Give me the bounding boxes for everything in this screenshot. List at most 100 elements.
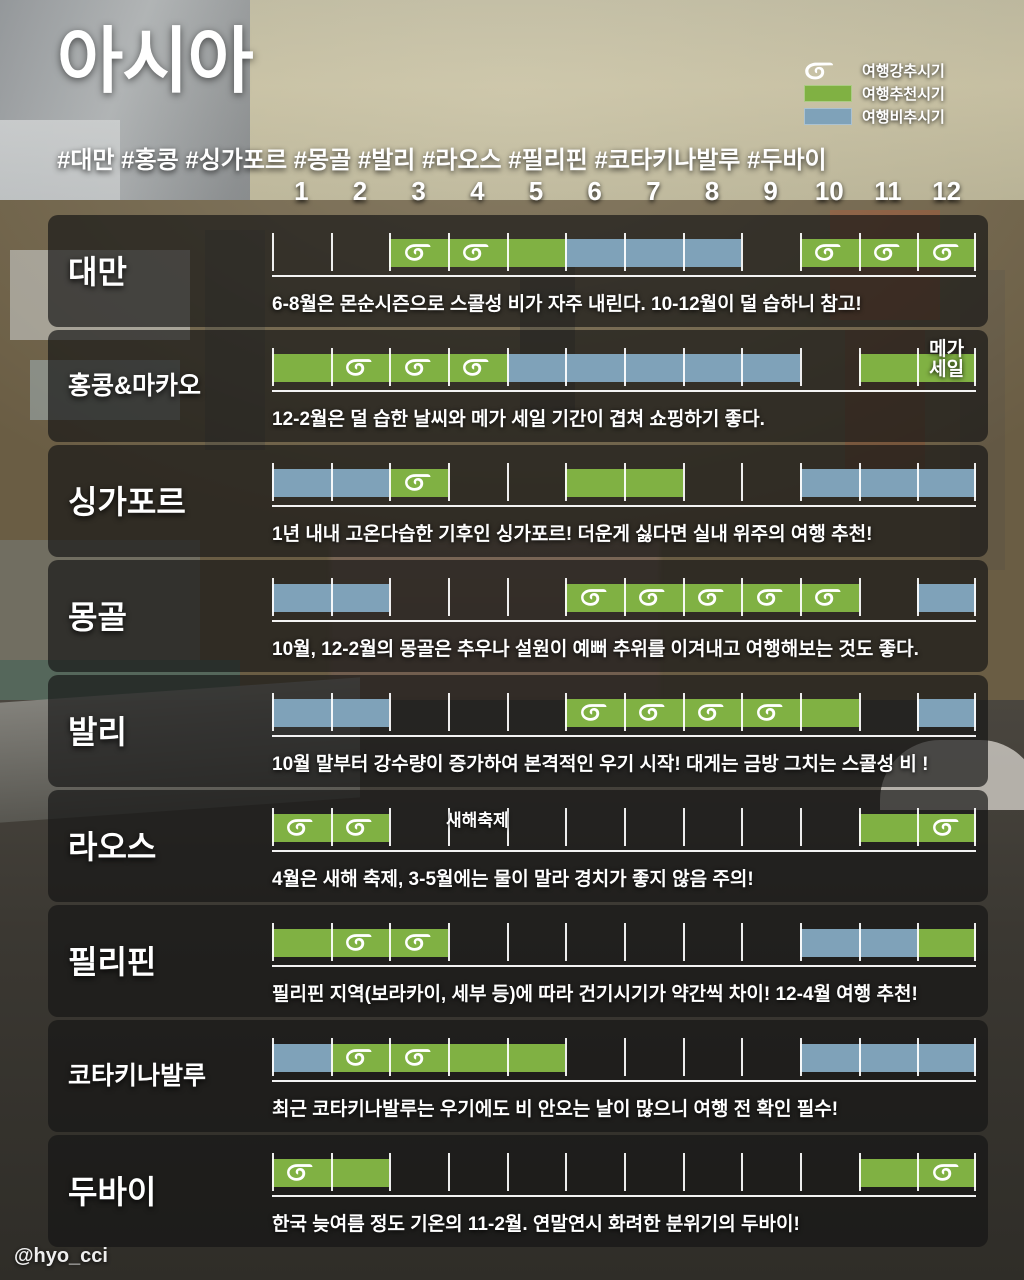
grid-line	[565, 1038, 568, 1076]
arc-icon	[917, 239, 976, 267]
grid-line	[506, 348, 509, 386]
arc-icon	[272, 1159, 331, 1187]
arc-icon	[800, 584, 859, 612]
arc-icon	[331, 929, 390, 957]
grid-line	[448, 923, 450, 961]
grid-line	[858, 693, 861, 731]
month-label-11: 11	[874, 176, 902, 206]
grid-line	[917, 233, 920, 271]
grid-lines	[272, 804, 976, 854]
legend-item-strong: 여행강추시기	[804, 60, 1004, 81]
arc-icon	[331, 814, 390, 842]
grid-line	[330, 693, 333, 731]
grid-line	[858, 1038, 861, 1076]
grid-line	[858, 233, 861, 271]
grid-line	[741, 923, 744, 961]
grid-line	[741, 233, 744, 271]
arc-icon	[741, 584, 800, 612]
grid-line	[330, 578, 333, 616]
legend-label-not-recommended: 여행비추시기	[862, 109, 945, 126]
grid-line	[506, 1153, 509, 1191]
season-bar-green	[858, 354, 976, 382]
grid-line	[682, 463, 685, 501]
row-background	[48, 560, 988, 672]
arc-icon	[565, 699, 624, 727]
country-label: 몽골	[68, 599, 127, 635]
season-bar-green	[565, 699, 859, 727]
row-caption: 1년 내내 고온다습한 기후인 싱가포르! 더운게 싫다면 실내 위주의 여행 …	[272, 524, 873, 545]
page-title: 아시아	[57, 22, 254, 102]
grid-line	[682, 808, 685, 846]
grid-line	[741, 463, 744, 501]
arc-icon	[389, 239, 448, 267]
country-label: 라오스	[68, 829, 157, 865]
grid-line	[272, 463, 274, 501]
season-bar-green	[272, 929, 448, 957]
grid-line	[389, 693, 392, 731]
month-label-8: 8	[704, 176, 720, 206]
country-row[interactable]: 라오스 새해축제 4월은 새해 축제, 3-5월에는 물이 말라 경치가 좋지 않…	[0, 790, 1024, 902]
season-bar-blue	[917, 584, 976, 612]
grid-line	[974, 1038, 976, 1076]
grid-line	[272, 578, 274, 616]
country-row[interactable]: 발리 10월 말부터 강수량이 증가하여 본격적인 우기 시작! 대게는 금방 …	[0, 675, 1024, 787]
grid-line	[389, 233, 392, 271]
country-row[interactable]: 필리핀 필리핀 지역(보라카이, 세부 등)에 따라 건기시기가 약간씩 차이!…	[0, 905, 1024, 1017]
row-background	[48, 215, 988, 327]
grid-line	[917, 578, 920, 616]
grid-line	[389, 1153, 392, 1191]
month-label-1: 1	[294, 176, 309, 206]
grid-line	[858, 923, 861, 961]
month-label-9: 9	[763, 176, 778, 206]
season-bar-green	[565, 584, 859, 612]
grid-line	[800, 463, 802, 501]
grid-line	[974, 348, 976, 386]
row-caption: 10월, 12-2월의 몽골은 추우나 설원이 예뻐 추위를 이겨내고 여행해보…	[272, 639, 919, 660]
grid-line	[565, 923, 568, 961]
month-label-3: 3	[411, 176, 426, 206]
grid-line	[682, 233, 685, 271]
grid-line	[448, 693, 450, 731]
country-row[interactable]: 홍콩&마카오 메가 세일 12-2월은 덜 습한 날씨와 메가 세일 기간이 겹쳐 …	[0, 330, 1024, 442]
axis-baseline	[272, 390, 976, 392]
country-row[interactable]: 코타키나발루 최근 코타키나발루는 우기에도 비 안오는 날이 많으니 여행 전…	[0, 1020, 1024, 1132]
row-background	[48, 1020, 988, 1132]
month-label-7: 7	[646, 176, 661, 206]
grid-line	[506, 233, 509, 271]
country-row[interactable]: 두바이 한국 늦여름 정도 기온의 11-2월. 연말연시 화려한 분위기의 두…	[0, 1135, 1024, 1247]
row-caption: 최근 코타키나발루는 우기에도 비 안오는 날이 많으니 여행 전 확인 필수!	[272, 1099, 839, 1120]
grid-line	[389, 808, 392, 846]
grid-line	[624, 348, 626, 386]
row-background	[48, 445, 988, 557]
arc-icon	[389, 469, 448, 497]
grid-line	[389, 348, 392, 386]
grid-lines	[272, 1149, 976, 1199]
grid-line	[800, 233, 802, 271]
grid-line	[974, 233, 976, 271]
grid-line	[330, 923, 333, 961]
season-bar-blue	[800, 469, 976, 497]
grid-line	[624, 693, 626, 731]
grid-line	[624, 808, 626, 846]
grid-line	[272, 1153, 274, 1191]
legend-swatch-blue	[804, 108, 852, 125]
month-label-12: 12	[932, 176, 962, 206]
grid-line	[506, 693, 509, 731]
country-row[interactable]: 싱가포르 1년 내내 고온다습한 기후인 싱가포르! 더운게 싫다면 실내 위주…	[0, 445, 1024, 557]
grid-line	[565, 233, 568, 271]
month-chart	[272, 689, 976, 739]
month-chart: 새해축제	[272, 804, 976, 854]
grid-line	[974, 578, 976, 616]
season-bar-blue	[917, 699, 976, 727]
season-bar-blue	[565, 239, 742, 267]
country-row[interactable]: 몽골 10월, 12-2월의 몽골은 추우나 설원이 예뻐 추위를 이겨내고 여…	[0, 560, 1024, 672]
season-bar-green	[917, 929, 976, 957]
month-chart	[272, 459, 976, 509]
arc-icon	[804, 62, 852, 80]
country-row[interactable]: 대만 6-8월은 몬순시즌으로 스콜성 비가 자주 내린다. 10-12월이 덜…	[0, 215, 1024, 327]
season-bar-green	[389, 469, 448, 497]
grid-line	[565, 1153, 568, 1191]
grid-line	[682, 578, 685, 616]
grid-line	[741, 1038, 744, 1076]
arc-icon	[859, 239, 918, 267]
